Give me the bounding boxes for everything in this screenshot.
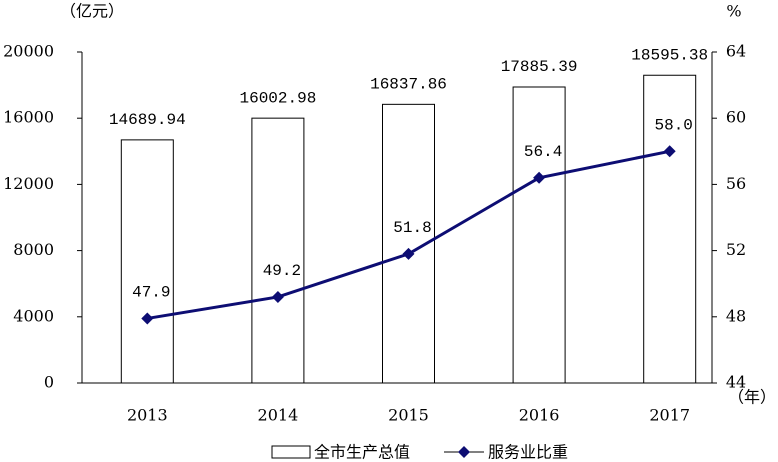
line-marker — [533, 171, 546, 184]
bar-value-label: 16002.98 — [239, 89, 316, 107]
y-tick-label: 8000 — [13, 240, 54, 259]
y2-tick-label: 60 — [726, 108, 746, 127]
x-tick-label: 2013 — [127, 406, 168, 425]
x-axis-label: （年） — [728, 388, 776, 407]
line-value-label: 51.8 — [393, 219, 431, 237]
y-tick-label: 0 — [44, 373, 54, 392]
y-tick-label: 20000 — [3, 42, 54, 61]
line-marker — [271, 290, 284, 303]
y2-tick-label: 56 — [726, 174, 746, 193]
bar-value-label: 17885.39 — [501, 58, 578, 76]
line-value-label: 56.4 — [524, 143, 562, 161]
line-marker — [141, 312, 154, 325]
legend-swatch — [271, 445, 311, 459]
x-tick-label: 2016 — [519, 406, 560, 425]
legend: 全市生产总值 服务业比重 — [271, 443, 568, 462]
x-tick-label: 2014 — [258, 406, 299, 425]
bar — [643, 74, 697, 384]
bar-value-label: 16837.86 — [370, 76, 447, 94]
y-axis-label: （亿元） — [60, 2, 124, 21]
x-tick-label: 2015 — [388, 406, 429, 425]
bar — [120, 139, 174, 384]
y2-tick-label: 44 — [726, 373, 746, 392]
y-tick-label: 16000 — [3, 108, 54, 127]
line-value-label: 49.2 — [263, 262, 301, 280]
bar-value-label: 18595.38 — [631, 46, 708, 64]
line-value-label: 58.0 — [654, 117, 692, 135]
bar-value-label: 14689.94 — [109, 111, 186, 129]
y2-tick-label: 48 — [726, 306, 746, 325]
bar — [512, 86, 566, 384]
x-tick-label: 2017 — [649, 406, 690, 425]
legend-swatch — [458, 446, 470, 458]
y2-tick-label: 64 — [726, 42, 746, 61]
bar — [251, 117, 305, 384]
y2-axis-label: % — [726, 2, 741, 21]
y-tick-label: 4000 — [13, 306, 54, 325]
line-marker — [402, 247, 415, 260]
legend-label: 服务业比重 — [488, 443, 568, 462]
legend-label: 全市生产总值 — [314, 443, 410, 462]
y-tick-label: 12000 — [3, 174, 54, 193]
y2-tick-label: 52 — [726, 240, 746, 259]
line-value-label: 47.9 — [132, 284, 170, 302]
line-marker — [663, 145, 676, 158]
